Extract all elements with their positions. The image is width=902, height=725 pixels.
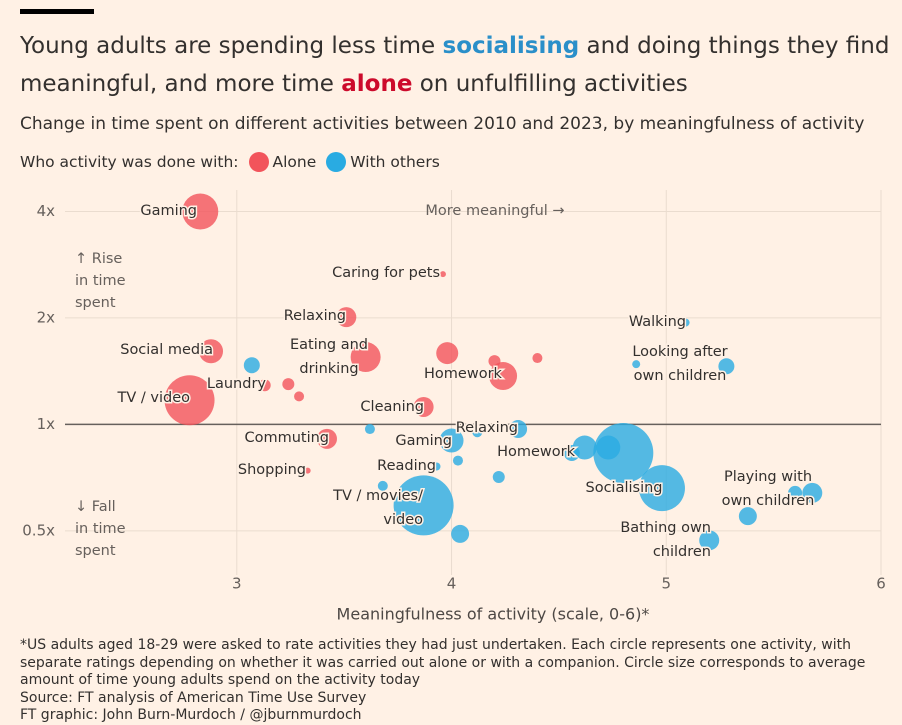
credit: FT graphic: John Burn-Murdoch / @jburnmu… [20,707,362,723]
source: Source: FT analysis of American Time Use… [20,689,367,706]
annotation: ↓ Fall [75,499,116,515]
point-label: Gaming [140,203,197,219]
annotation: ↑ Rise [75,251,122,267]
point-label: Laundry [207,376,267,392]
bubble [802,482,823,503]
bubble [738,507,757,526]
x-tick-label: 6 [876,575,886,593]
legend-label: Alone [272,153,317,171]
bubble [572,435,597,460]
annotation: More meaningful → [425,203,564,219]
point-label: Gaming [395,433,452,449]
title-highlight: alone [341,71,413,97]
bubble [452,455,463,466]
legend-swatch [326,152,347,172]
point-label: video [383,512,423,528]
bubble [182,193,219,230]
bubble [164,375,215,426]
bubble [632,360,641,369]
bubble [451,524,470,543]
y-tick-label: 2x [37,308,56,326]
chart: 3 4 5 6 0.5x 1x 2x 4x Meaningfulness of activity… [22,190,886,624]
bubble [294,391,305,402]
title-part: on unfulfilling activities [412,71,688,97]
bubble [509,420,528,439]
point-label: Relaxing [284,308,346,324]
point-label: Social media [120,342,213,358]
title-part: Young adults are spending less time [20,33,443,59]
bubble [364,424,375,435]
top-bar [20,9,94,14]
point-label: Cleaning [360,399,424,415]
title: Young adults are spending less time soci… [20,27,890,103]
point-label: own children [722,493,815,509]
legend-label: With others [350,153,440,171]
point-label: Caring for pets [332,265,440,281]
title-part: and doing things they find meaningful, a… [20,33,890,97]
point-label: children [653,544,711,560]
bubble [439,428,464,453]
point-label: Commuting [244,430,329,446]
y-tick-label: 0.5x [22,521,55,539]
point-label: TV / video [117,390,191,406]
x-tick-label: 4 [447,575,457,593]
point-label: Playing with [724,469,812,485]
point-label: Looking after [632,344,727,360]
bubble [432,462,441,471]
legend-swatch [248,152,269,172]
bubble [532,353,543,364]
x-axis-label: Meaningfulness of activity (scale, 0-6)* [337,605,650,624]
point-label: Walking [629,314,686,330]
bubble [439,271,446,278]
y-tick-label: 1x [37,415,56,433]
note: *US adults aged 18-29 were asked to rate… [20,637,866,688]
point-label: Reading [377,458,436,474]
bubble [788,485,803,500]
bubble [336,307,357,328]
y-tick-label: 4x [37,202,56,220]
legend-title: Who activity was done with: [20,153,239,171]
annotation: spent [75,295,116,311]
annotation: in time [75,521,126,537]
point-label: own children [634,368,727,384]
point-label: Homework [424,366,503,382]
subtitle: Change in time spent on different activi… [20,114,865,134]
bubble [316,428,337,449]
point-label: Socialising [586,480,663,496]
annotation: spent [75,543,116,559]
bubble [258,379,271,392]
point-label: Relaxing [456,420,518,436]
bubble [304,467,311,474]
bubble [393,475,454,536]
bubble [350,342,381,373]
point-label: Bathing own [620,520,711,536]
bubble [199,339,224,364]
bubble [472,427,483,438]
bubble [681,318,690,327]
bubble [377,480,388,491]
bubble [436,342,459,365]
bubble [413,396,434,417]
bubble [699,530,720,551]
legend: Who activity was done with: Alone With o… [20,152,440,172]
bubble [492,470,505,483]
bubble [596,435,621,460]
point-label: Shopping [238,462,306,478]
bubble [243,357,260,374]
point-label: drinking [299,361,358,377]
bubble [489,362,518,391]
bubble [718,358,735,375]
title-highlight: socialising [442,33,580,59]
x-tick-label: 3 [232,575,242,593]
point-label: Homework [497,444,576,460]
point-label: TV / movies/ [332,488,423,504]
annotation: in time [75,273,126,289]
point-label: Eating and [290,337,368,353]
notes: *US adults aged 18-29 were asked to rate… [20,637,890,725]
bubble [282,378,295,391]
bubble [638,465,685,512]
x-tick-label: 5 [661,575,671,593]
